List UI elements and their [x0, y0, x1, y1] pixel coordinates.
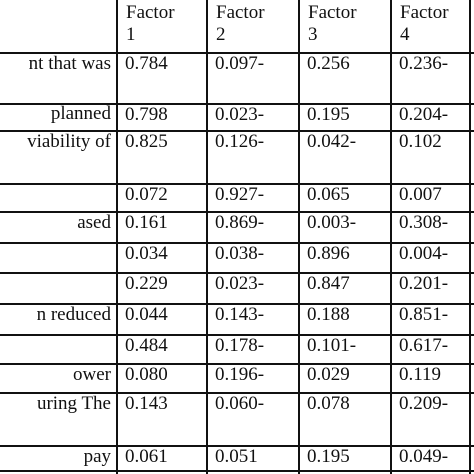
value-cell: 0.126-	[215, 131, 265, 152]
value-cell: 0.825	[125, 131, 168, 152]
value-cell: 0.143-	[215, 304, 265, 325]
row-border	[0, 392, 474, 394]
value-cell: 0.038-	[215, 243, 265, 264]
row-border	[0, 272, 474, 274]
value-cell: 0.051	[215, 446, 258, 467]
column-border	[469, 0, 471, 474]
value-cell: 0.101-	[307, 335, 357, 356]
value-cell: 0.080	[125, 364, 168, 385]
value-cell: 0.042-	[307, 131, 357, 152]
value-cell: 0.236-	[399, 53, 449, 74]
value-cell: 0.078	[307, 393, 350, 414]
value-cell: 0.023-	[215, 104, 265, 125]
value-cell: 0.927-	[215, 184, 265, 205]
row-label: viability of	[27, 131, 111, 152]
value-cell: 0.204-	[399, 104, 449, 125]
value-cell: 0.195	[307, 104, 350, 125]
header-cell: Factor 2	[216, 2, 265, 45]
value-cell: 0.847	[307, 273, 350, 294]
row-label: n reduced	[36, 304, 111, 325]
value-cell: 0.034	[125, 243, 168, 264]
row-border	[0, 183, 474, 185]
row-border	[0, 52, 474, 54]
value-cell: 0.102	[399, 131, 442, 152]
value-cell: 0.256	[307, 53, 350, 74]
row-border	[0, 334, 474, 336]
value-cell: 0.161	[125, 212, 168, 233]
value-cell: 0.484	[125, 335, 168, 356]
row-label: ased	[77, 212, 111, 233]
column-border	[206, 0, 208, 474]
value-cell: 0.061	[125, 446, 168, 467]
row-label: nt that was	[28, 53, 111, 74]
value-cell: 0.119	[399, 364, 442, 385]
value-cell: 0.060-	[215, 393, 265, 414]
value-cell: 0.229	[125, 273, 168, 294]
value-cell: 0.896	[307, 243, 350, 264]
value-cell: 0.188	[307, 304, 350, 325]
row-label: uring The	[36, 393, 111, 414]
value-cell: 0.209-	[399, 393, 449, 414]
value-cell: 0.196-	[215, 364, 265, 385]
value-cell: 0.007	[399, 184, 442, 205]
value-cell: 0.004-	[399, 243, 449, 264]
column-border	[116, 0, 118, 474]
value-cell: 0.308-	[399, 212, 449, 233]
value-cell: 0.798	[125, 104, 168, 125]
row-border	[0, 242, 474, 244]
value-cell: 0.049-	[399, 446, 449, 467]
header-cell: Factor 3	[308, 2, 357, 45]
row-border	[0, 303, 474, 305]
row-border	[0, 103, 474, 105]
value-cell: 0.869-	[215, 212, 265, 233]
row-border	[0, 445, 474, 447]
row-label: ower	[73, 364, 111, 385]
value-cell: 0.784	[125, 53, 168, 74]
row-border	[0, 211, 474, 213]
value-cell: 0.178-	[215, 335, 265, 356]
value-cell: 0.143	[125, 393, 168, 414]
value-cell: 0.195	[307, 446, 350, 467]
value-cell: 0.029	[307, 364, 350, 385]
value-cell: 0.023-	[215, 273, 265, 294]
row-border	[0, 130, 474, 132]
value-cell: 0.201-	[399, 273, 449, 294]
header-cell: Factor 4	[400, 2, 449, 45]
value-cell: 0.072	[125, 184, 168, 205]
value-cell: 0.617-	[399, 335, 449, 356]
column-border	[298, 0, 300, 474]
value-cell: 0.851-	[399, 304, 449, 325]
value-cell: 0.065	[307, 184, 350, 205]
row-label: pay	[83, 446, 111, 467]
row-border	[0, 363, 474, 365]
value-cell: 0.044	[125, 304, 168, 325]
value-cell: 0.097-	[215, 53, 265, 74]
header-cell: Factor 1	[126, 2, 175, 45]
row-label: planned	[50, 103, 111, 124]
row-border	[0, 470, 474, 472]
column-border	[390, 0, 392, 474]
value-cell: 0.003-	[307, 212, 357, 233]
